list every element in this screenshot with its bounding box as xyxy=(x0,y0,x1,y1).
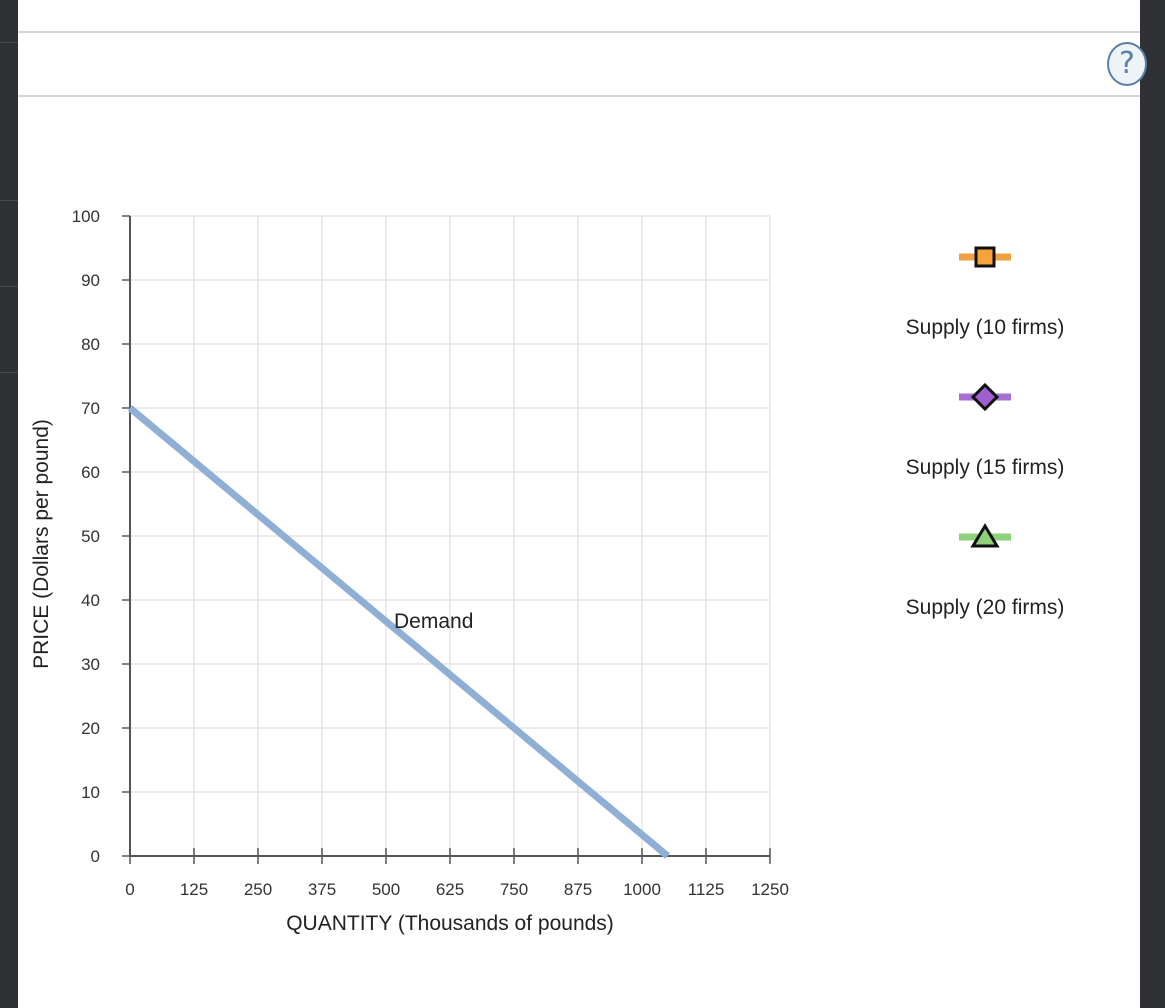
left-panel-divider xyxy=(0,372,18,373)
y-tick-label: 80 xyxy=(81,335,100,354)
y-tick-label: 20 xyxy=(81,719,100,738)
y-tick-label: 0 xyxy=(91,847,100,866)
legend-label-supply-20: Supply (20 firms) xyxy=(905,596,1065,619)
triangle-marker-icon xyxy=(970,523,1000,548)
legend-label-supply-10: Supply (10 firms) xyxy=(905,316,1065,339)
x-tick-label: 375 xyxy=(308,880,336,899)
x-tick-label: 1125 xyxy=(688,880,725,899)
legend-item[interactable] xyxy=(959,382,1011,412)
legend[interactable] xyxy=(959,246,1011,548)
legend-item[interactable] xyxy=(959,523,1011,548)
y-tick-label: 60 xyxy=(81,463,100,482)
x-tick-label: 1250 xyxy=(751,880,789,899)
square-marker-icon xyxy=(974,246,996,268)
right-panel-edge xyxy=(1140,0,1165,1008)
x-tick-label: 0 xyxy=(125,880,134,899)
left-panel-divider xyxy=(0,42,18,43)
y-axis-label: PRICE (Dollars per pound) xyxy=(30,419,53,669)
x-tick-label: 750 xyxy=(500,880,528,899)
legend-item[interactable] xyxy=(959,246,1011,268)
left-panel-edge xyxy=(0,0,18,1008)
help-button[interactable]: ? xyxy=(1107,42,1147,86)
x-tick-label: 500 xyxy=(372,880,400,899)
demand-label: Demand xyxy=(394,610,473,633)
header-divider xyxy=(18,95,1140,97)
y-tick-label: 70 xyxy=(81,399,100,418)
y-tick-label: 40 xyxy=(81,591,100,610)
left-panel-divider xyxy=(0,286,18,287)
y-tick-label: 10 xyxy=(81,783,100,802)
x-tick-label: 125 xyxy=(180,880,208,899)
grid xyxy=(129,215,771,857)
diamond-marker-icon xyxy=(970,382,1000,412)
legend-label-supply-15: Supply (15 firms) xyxy=(905,456,1065,479)
x-tick-label: 875 xyxy=(564,880,592,899)
series: Demand xyxy=(127,405,670,859)
left-panel-divider xyxy=(0,200,18,201)
x-tick-label: 625 xyxy=(436,880,464,899)
demand-line xyxy=(127,405,670,859)
top-divider xyxy=(18,31,1140,33)
x-tick-label: 250 xyxy=(244,880,272,899)
y-tick-label: 30 xyxy=(81,655,100,674)
y-tick-label: 100 xyxy=(72,207,100,226)
x-axis-label: QUANTITY (Thousands of pounds) xyxy=(286,912,614,935)
y-tick-label: 90 xyxy=(81,271,100,290)
x-tick-label: 1000 xyxy=(623,880,661,899)
y-tick-label: 50 xyxy=(81,527,100,546)
